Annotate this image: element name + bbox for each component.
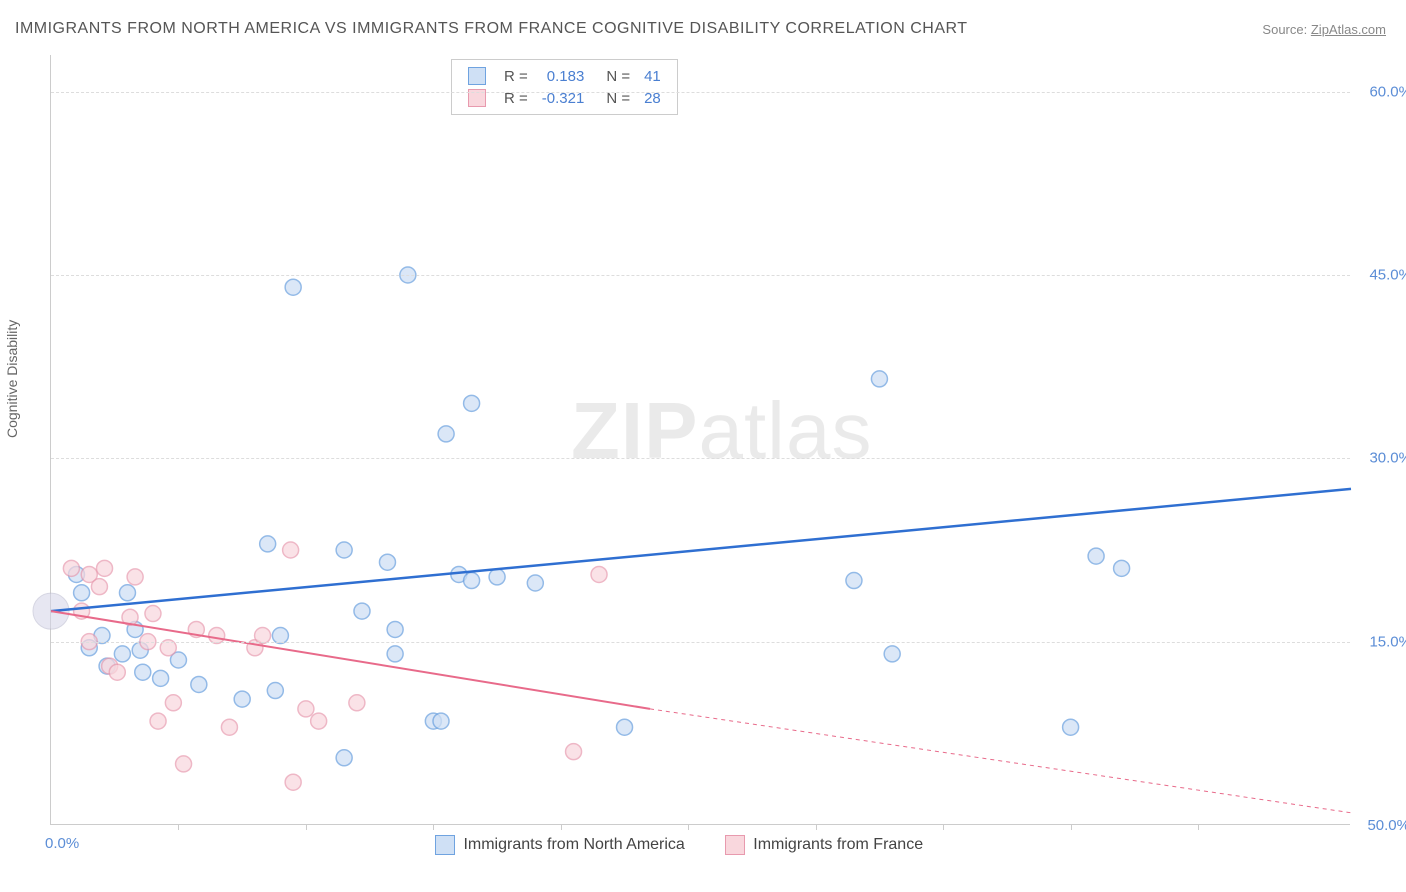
x-axis-max-label: 50.0% — [1367, 817, 1406, 834]
data-point — [285, 279, 301, 295]
data-point — [127, 569, 143, 585]
data-point — [176, 756, 192, 772]
x-tick-mark — [178, 824, 179, 830]
y-tick-label: 60.0% — [1369, 83, 1406, 100]
y-tick-label: 30.0% — [1369, 450, 1406, 467]
data-point — [617, 719, 633, 735]
data-point — [1088, 548, 1104, 564]
n-label: N = — [592, 66, 636, 86]
data-point — [97, 560, 113, 576]
data-point — [336, 542, 352, 558]
data-point — [153, 670, 169, 686]
data-point — [489, 569, 505, 585]
data-point — [283, 542, 299, 558]
data-point — [1114, 560, 1130, 576]
data-point — [438, 426, 454, 442]
scatter-plot: ZIPatlas R =0.183N =41R =-0.321N =28 0.0… — [50, 55, 1350, 825]
gridline — [51, 458, 1350, 459]
data-point — [109, 664, 125, 680]
data-point — [267, 683, 283, 699]
data-point — [1063, 719, 1079, 735]
data-point — [591, 566, 607, 582]
trendline — [51, 489, 1351, 611]
data-point — [221, 719, 237, 735]
data-point — [119, 585, 135, 601]
stats-row: R =0.183N =41 — [462, 66, 667, 86]
x-tick-mark — [688, 824, 689, 830]
y-axis-label: Cognitive Disability — [4, 320, 20, 438]
trendline-solid — [51, 611, 650, 709]
data-point — [63, 560, 79, 576]
data-point — [464, 395, 480, 411]
data-point — [354, 603, 370, 619]
data-point — [145, 606, 161, 622]
x-tick-mark — [561, 824, 562, 830]
n-value: 41 — [638, 66, 667, 86]
source-link[interactable]: ZipAtlas.com — [1311, 22, 1386, 37]
data-point — [114, 646, 130, 662]
data-point — [74, 585, 90, 601]
x-tick-mark — [433, 824, 434, 830]
y-tick-label: 45.0% — [1369, 267, 1406, 284]
data-point — [846, 573, 862, 589]
source-attribution: Source: ZipAtlas.com — [1262, 22, 1386, 37]
plot-svg — [51, 55, 1350, 824]
data-point — [871, 371, 887, 387]
x-tick-mark — [1198, 824, 1199, 830]
data-point — [298, 701, 314, 717]
data-point — [135, 664, 151, 680]
series-legend-item: Immigrants from North America — [435, 836, 685, 853]
legend-swatch — [468, 67, 486, 85]
trendline-dashed — [650, 709, 1351, 813]
data-point — [884, 646, 900, 662]
legend-swatch — [435, 835, 455, 855]
x-tick-mark — [816, 824, 817, 830]
data-point — [464, 573, 480, 589]
data-point — [566, 744, 582, 760]
data-point — [433, 713, 449, 729]
data-point — [260, 536, 276, 552]
source-label: Source: — [1262, 22, 1307, 37]
data-point — [191, 676, 207, 692]
data-point — [91, 579, 107, 595]
data-point — [387, 646, 403, 662]
data-point — [150, 713, 166, 729]
data-point — [336, 750, 352, 766]
data-point — [311, 713, 327, 729]
gridline — [51, 92, 1350, 93]
x-axis-min-label: 0.0% — [45, 835, 79, 852]
data-point — [349, 695, 365, 711]
x-tick-mark — [943, 824, 944, 830]
legend-swatch — [725, 835, 745, 855]
x-tick-mark — [1071, 824, 1072, 830]
data-point — [387, 621, 403, 637]
data-point — [379, 554, 395, 570]
r-value: 0.183 — [536, 66, 591, 86]
data-point — [234, 691, 250, 707]
gridline — [51, 642, 1350, 643]
correlation-stats-legend: R =0.183N =41R =-0.321N =28 — [451, 59, 678, 115]
series-legend: Immigrants from North America Immigrants… — [435, 835, 963, 855]
y-tick-label: 15.0% — [1369, 633, 1406, 650]
r-label: R = — [498, 66, 534, 86]
chart-title: IMMIGRANTS FROM NORTH AMERICA VS IMMIGRA… — [15, 20, 968, 38]
data-point — [285, 774, 301, 790]
gridline — [51, 275, 1350, 276]
data-point — [527, 575, 543, 591]
data-point — [165, 695, 181, 711]
series-legend-label: Immigrants from North America — [459, 836, 685, 853]
series-legend-item: Immigrants from France — [725, 836, 923, 853]
x-tick-mark — [306, 824, 307, 830]
stats-table: R =0.183N =41R =-0.321N =28 — [460, 64, 669, 110]
series-legend-label: Immigrants from France — [749, 836, 923, 853]
